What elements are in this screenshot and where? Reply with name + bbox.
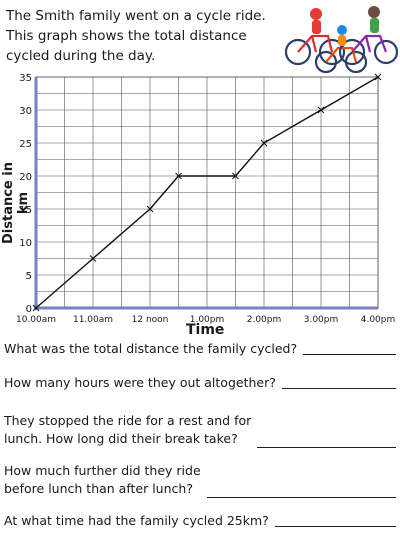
question-4: How much further did they ride before lu… bbox=[4, 462, 396, 498]
family-cycling-illustration bbox=[284, 6, 398, 74]
question-3-text: They stopped the ride for a rest and for… bbox=[4, 413, 252, 446]
data-point bbox=[232, 172, 239, 180]
y-tick-label: 10 bbox=[19, 238, 32, 249]
question-2-text: How many hours were they out altogether? bbox=[4, 375, 276, 390]
answer-line-2[interactable] bbox=[281, 374, 396, 389]
y-tick-label: 35 bbox=[19, 73, 32, 84]
y-tick-label: 15 bbox=[19, 205, 32, 216]
x-tick-label: 11.00am bbox=[73, 315, 113, 325]
data-point bbox=[260, 139, 268, 147]
question-5: At what time had the family cycled 25km? bbox=[4, 512, 396, 530]
y-tick-label: 25 bbox=[19, 139, 32, 150]
question-1-text: What was the total distance the family c… bbox=[4, 341, 298, 356]
y-tick-label: 0 bbox=[26, 304, 32, 315]
answer-line-5[interactable] bbox=[274, 512, 396, 527]
data-point bbox=[146, 205, 154, 213]
answer-line-4[interactable] bbox=[206, 483, 396, 498]
question-2: How many hours were they out altogether? bbox=[4, 374, 396, 392]
data-point bbox=[374, 73, 382, 81]
data-point bbox=[175, 172, 182, 180]
distance-time-chart: 0 5 10 15 20 25 30 35 10.00am 11.00am 12 noon 1.00p… bbox=[16, 73, 396, 325]
data-point bbox=[32, 304, 40, 312]
data-point bbox=[317, 106, 325, 114]
x-tick-label: 12 noon bbox=[132, 315, 169, 325]
question-1: What was the total distance the family c… bbox=[4, 340, 396, 358]
y-tick-label: 30 bbox=[19, 106, 32, 117]
distance-line bbox=[35, 76, 379, 309]
intro-text: The Smith family went on a cycle ride. T… bbox=[6, 8, 266, 64]
y-tick-label: 5 bbox=[26, 271, 32, 282]
x-tick-label: 2.00pm bbox=[247, 315, 282, 325]
question-4-text: How much further did they ride before lu… bbox=[4, 463, 201, 496]
question-5-text: At what time had the family cycled 25km? bbox=[4, 513, 269, 528]
x-tick-label: 1.00pm bbox=[190, 315, 225, 325]
x-tick-label: 3.00pm bbox=[304, 315, 339, 325]
x-axis-label: Time bbox=[186, 322, 225, 338]
data-point bbox=[89, 255, 97, 262]
x-tick-label: 10.00am bbox=[16, 315, 56, 325]
y-tick-label: 20 bbox=[19, 172, 32, 183]
answer-line-1[interactable] bbox=[303, 340, 396, 355]
question-3: They stopped the ride for a rest and for… bbox=[4, 412, 396, 448]
x-tick-label: 4.00pm bbox=[361, 315, 396, 325]
y-axis-label: Distance in km bbox=[1, 162, 31, 244]
answer-line-3[interactable] bbox=[257, 433, 396, 448]
